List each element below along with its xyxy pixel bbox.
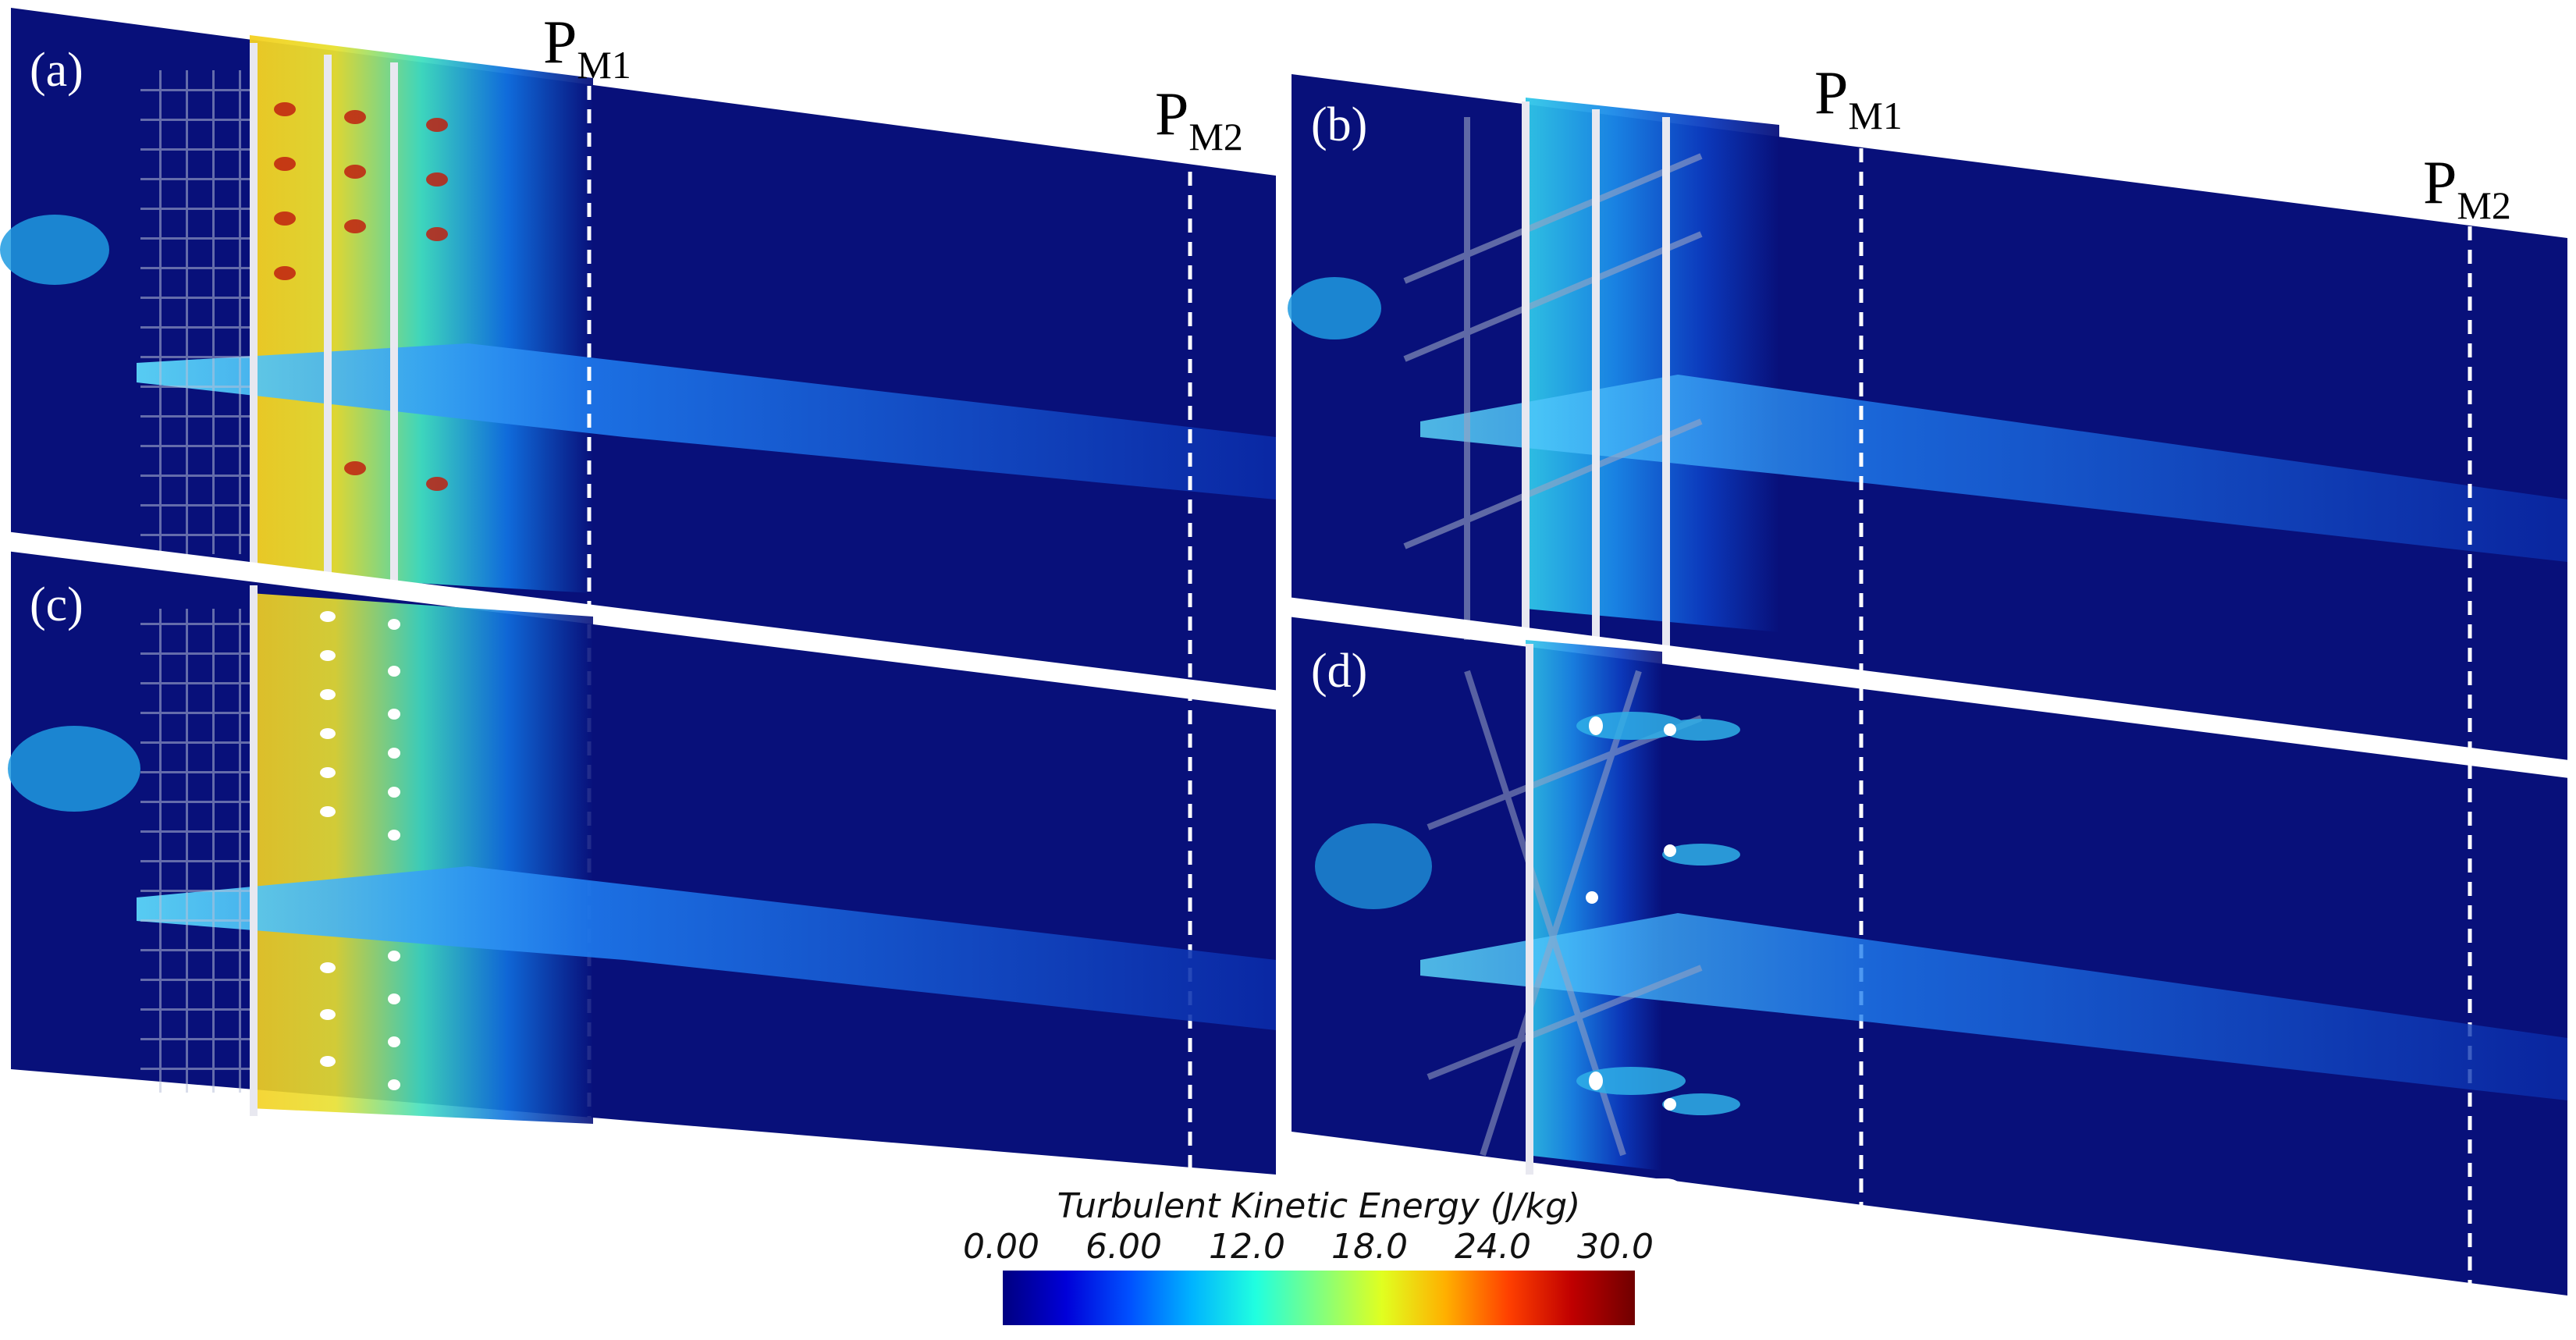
colorbar-tick-2: 12.0 bbox=[1209, 1227, 1285, 1267]
panel-d: (d) bbox=[1311, 640, 2567, 1175]
panel-c-floor bbox=[137, 866, 1276, 1030]
panel-c-mesh bbox=[140, 609, 258, 1093]
panel-a-hotspots bbox=[274, 102, 448, 491]
panel-d-label: (d) bbox=[1311, 645, 1367, 698]
colorbar: Turbulent Kinetic Energy (J/kg) 0.00 6.0… bbox=[948, 1178, 1690, 1338]
panel-b-rods bbox=[1403, 117, 1703, 640]
panel-a-floor bbox=[137, 343, 1276, 499]
separator-ac bbox=[0, 531, 1280, 710]
pm-labels: PM1 PM2 PM1 PM2 bbox=[543, 8, 2511, 227]
panel-a-pm2-label: PM2 bbox=[1155, 80, 1243, 158]
colorbar-tick-0: 0.00 bbox=[963, 1227, 1039, 1267]
panel-b-pm2-label: PM2 bbox=[2423, 148, 2511, 227]
panel-a-label: (a) bbox=[30, 44, 83, 97]
panel-b-wake bbox=[1526, 98, 1779, 632]
panel-b-pm1-label: PM1 bbox=[1814, 59, 1903, 137]
colorbar-tick-1: 6.00 bbox=[1085, 1227, 1162, 1267]
panel-c-baffle bbox=[250, 585, 258, 1116]
panel-c-wake bbox=[250, 593, 593, 1124]
panel-a-pm1-label: PM1 bbox=[543, 8, 631, 87]
panel-c-label: (c) bbox=[30, 578, 83, 631]
colorbar-tick-4: 24.0 bbox=[1455, 1227, 1531, 1267]
panel-c-pins bbox=[320, 611, 400, 1090]
panel-a-mesh bbox=[140, 70, 258, 554]
colorbar-tick-3: 18.0 bbox=[1331, 1227, 1408, 1267]
colorbar-ticks: 0.00 6.00 12.0 18.0 24.0 30.0 bbox=[963, 1227, 1654, 1267]
panel-a-inlet-jet bbox=[0, 215, 109, 285]
panel-b-inlet-jet bbox=[1288, 277, 1381, 339]
panel-b-label: (b) bbox=[1311, 98, 1367, 151]
colorbar-tick-5: 30.0 bbox=[1577, 1227, 1654, 1267]
panel-c: (c) bbox=[8, 578, 1276, 1124]
panel-d-pin-wakes bbox=[1576, 712, 1740, 1115]
panel-a-wake bbox=[250, 35, 593, 593]
panel-b-floor bbox=[1420, 375, 2567, 562]
separator-bd bbox=[1288, 597, 2575, 779]
panel-d-pins bbox=[1586, 716, 1676, 1111]
panel-d-baffle bbox=[1526, 644, 1533, 1175]
panel-a-baffles bbox=[250, 43, 398, 593]
panel-d-inlet-jet bbox=[1315, 823, 1432, 909]
colorbar-gradient bbox=[1003, 1271, 1635, 1325]
colorbar-title: Turbulent Kinetic Energy (J/kg) bbox=[1057, 1186, 1581, 1226]
panel-d-floor bbox=[1420, 913, 2567, 1100]
panel-c-inlet-jet bbox=[8, 726, 140, 812]
panel-b-baffles bbox=[1522, 101, 1670, 648]
